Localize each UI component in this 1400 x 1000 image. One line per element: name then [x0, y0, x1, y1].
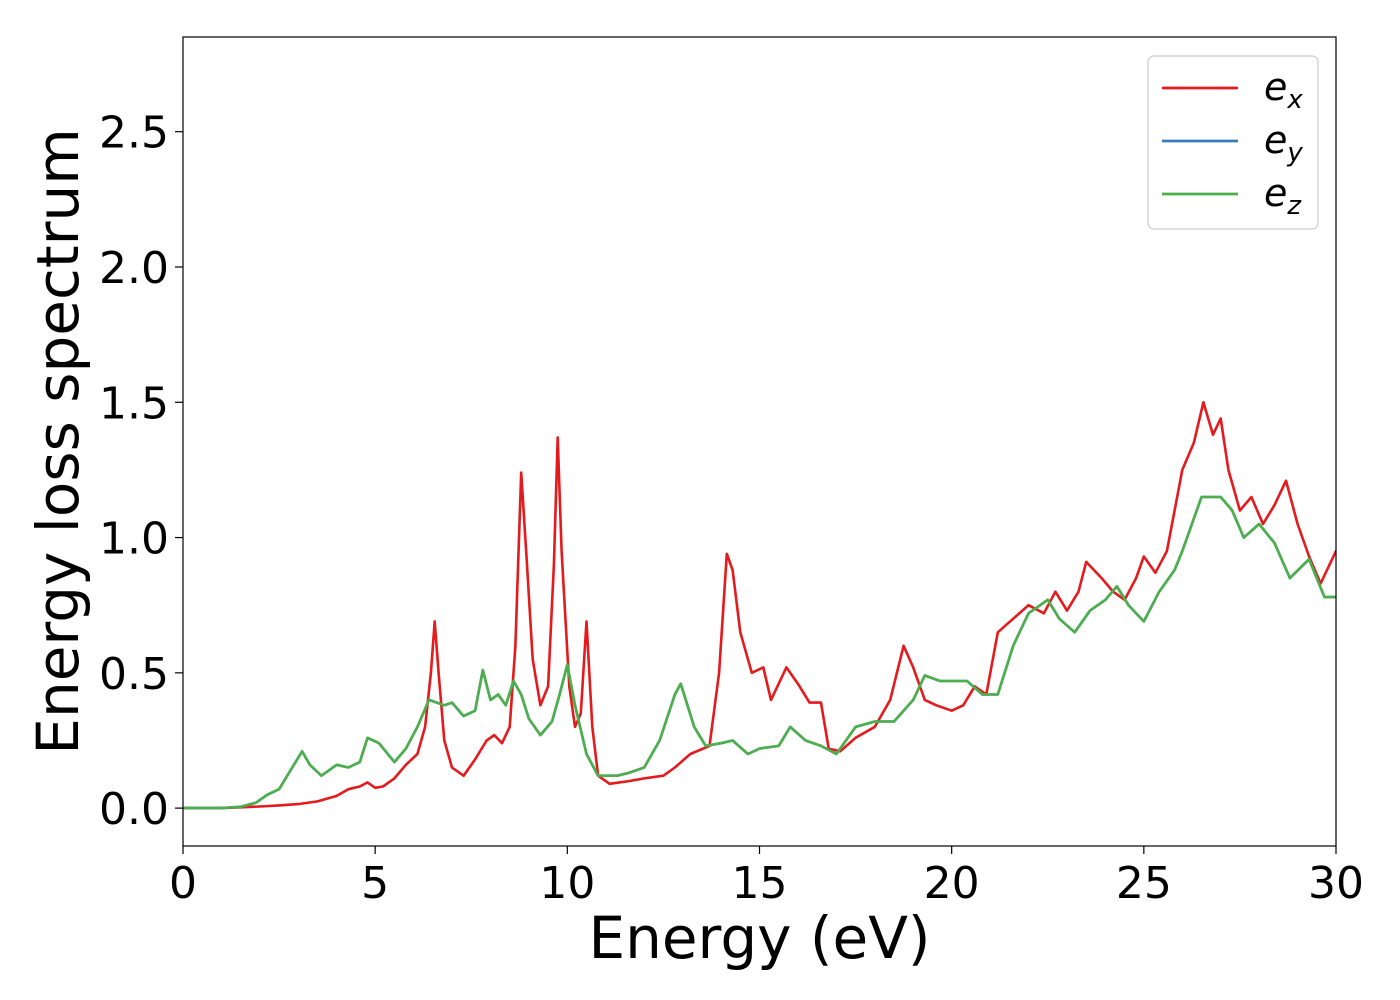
legend-label-ex: ex	[1264, 65, 1303, 115]
y-tick-label: 0.5	[99, 649, 169, 700]
x-tick-label: 25	[1116, 858, 1172, 909]
x-axis-title: Energy (eV)	[588, 904, 930, 972]
x-tick-label: 30	[1308, 858, 1364, 909]
x-tick-label: 20	[924, 858, 980, 909]
series-line-ey	[183, 495, 1336, 810]
x-axis-ticks: 0 5 10 15 20 25 30	[169, 846, 1364, 909]
y-tick-label: 2.0	[99, 243, 169, 294]
legend-box	[1147, 55, 1319, 230]
y-tick-label: 1.5	[99, 378, 169, 429]
x-tick-label: 10	[539, 858, 595, 909]
x-tick-label: 15	[732, 858, 788, 909]
y-tick-label: 0.0	[99, 784, 169, 835]
y-axis-ticks: 0.0 0.5 1.0 1.5 2.0 2.5	[99, 108, 183, 835]
y-tick-label: 2.5	[99, 108, 169, 159]
series-layer	[183, 400, 1336, 810]
legend-label-ez: ez	[1264, 171, 1302, 221]
series-line-ex	[183, 400, 1336, 810]
y-axis-title: Energy loss spectrum	[24, 128, 92, 754]
series-line-ez	[183, 495, 1336, 810]
y-tick-label: 1.0	[99, 514, 169, 565]
x-tick-label: 5	[361, 858, 389, 909]
legend-label-ey: ey	[1264, 118, 1303, 168]
x-tick-label: 0	[169, 858, 197, 909]
